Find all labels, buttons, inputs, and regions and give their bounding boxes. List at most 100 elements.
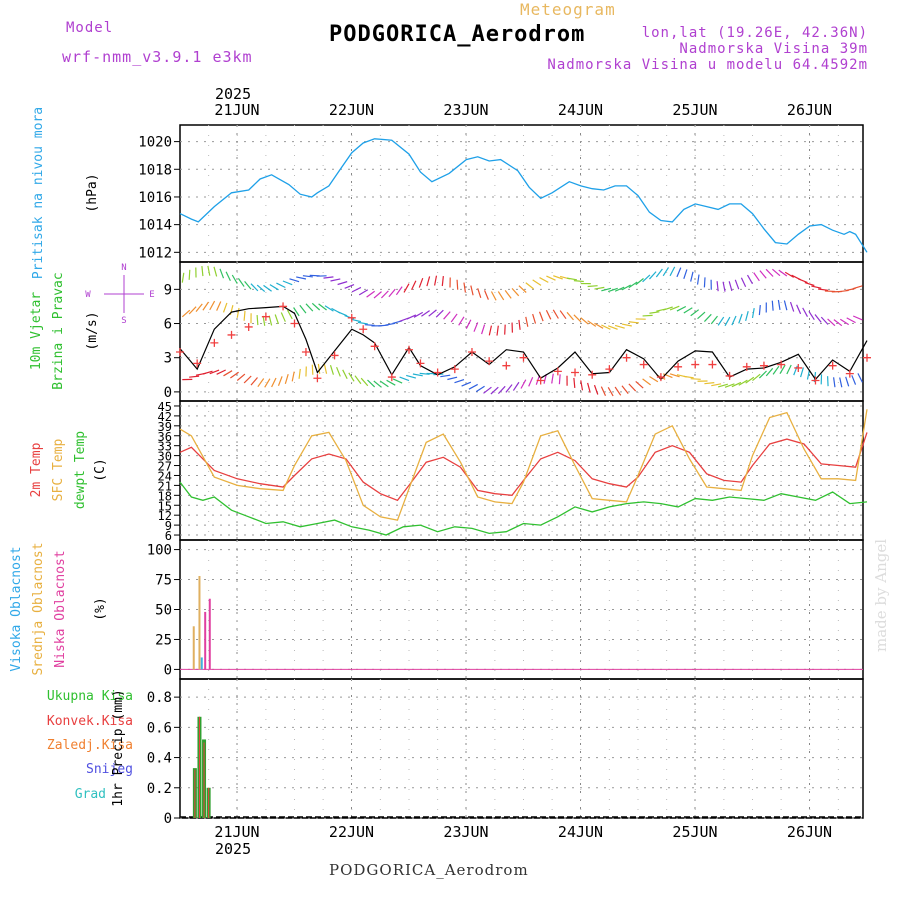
wind-arrow — [839, 318, 850, 326]
wind-arrow — [628, 383, 637, 392]
wind-arrow — [311, 302, 321, 311]
wind-arrow — [202, 370, 213, 375]
wind-arrow — [484, 290, 489, 300]
wind-arrow — [649, 376, 659, 383]
wind-arrow — [820, 316, 829, 325]
wind-arrow — [468, 383, 478, 390]
wind-gust-marker — [536, 376, 545, 385]
y-tick-label: 1014 — [138, 218, 172, 234]
wind-gust-marker — [622, 353, 631, 362]
wind-gust-marker — [571, 368, 580, 377]
wind-arrow — [601, 287, 612, 292]
wind-gust-marker — [176, 348, 184, 357]
wind-arrow — [758, 305, 761, 316]
temp-line-dewpt-temp — [179, 481, 868, 536]
wind-arrow — [827, 318, 836, 327]
wind-arrow — [683, 307, 693, 314]
legend-convective-rain: Konvek.Kisa — [47, 714, 133, 729]
wind-gust-marker — [588, 370, 597, 379]
wind-arrow — [724, 316, 731, 327]
wind-arrow — [635, 380, 644, 389]
wind-arrow — [545, 310, 552, 320]
temp-ylabel-sfc: SFC Temp — [51, 439, 66, 502]
wind-arrow — [551, 373, 554, 384]
wind-arrow — [505, 384, 513, 393]
wind-arrow — [811, 285, 822, 289]
wind-arrow — [833, 319, 843, 327]
wind-arrow — [703, 313, 712, 322]
wind-arrow — [386, 379, 396, 386]
wind-arrow — [490, 291, 497, 301]
wind-arrow — [483, 386, 492, 394]
day-label-bottom: 24JUN — [558, 823, 603, 841]
wind-arrow — [250, 283, 259, 292]
wind-arrow — [465, 319, 472, 329]
wind-arrow — [845, 376, 850, 387]
wind-arrow — [323, 276, 334, 279]
wind-ylabel-2: Brzina i Pravac — [51, 272, 66, 389]
wind-arrow — [317, 363, 321, 374]
y-tick-label: 24 — [158, 469, 172, 483]
wind-arrow — [280, 312, 286, 322]
wind-arrow — [461, 381, 472, 387]
wind-arrow — [808, 310, 815, 321]
y-tick-label: 0.2 — [147, 781, 172, 797]
wind-gust-marker — [777, 360, 786, 369]
wind-arrow — [649, 311, 660, 314]
wind-arrow — [532, 279, 542, 286]
compass-n: N — [121, 263, 126, 273]
wind-arrow — [323, 363, 328, 374]
wind-arrow — [628, 321, 639, 324]
wind-panel-frame — [179, 261, 864, 402]
wind-arrow — [717, 383, 728, 388]
wind-arrow — [330, 278, 341, 282]
y-tick-label: 12 — [158, 509, 172, 523]
wind-gust-marker — [313, 374, 322, 383]
wind-arrow — [434, 275, 438, 286]
wind-arrow — [276, 282, 286, 289]
wind-arrow — [784, 271, 795, 278]
wind-arrow — [399, 376, 410, 382]
wind-arrow — [802, 307, 808, 317]
y-tick-label: 3 — [164, 351, 172, 367]
wind-arrow — [262, 315, 266, 326]
wind-arrow — [302, 275, 313, 278]
wind-arrow — [601, 324, 611, 330]
wind-arrow — [532, 313, 537, 324]
wind-arrow — [418, 278, 424, 288]
wind-arrow — [628, 281, 638, 289]
y-tick-label: 30 — [158, 450, 172, 464]
wind-arrow — [518, 285, 527, 293]
wind-arrow — [289, 278, 300, 283]
wind-gust-marker — [656, 373, 665, 382]
day-label-bottom: 23JUN — [443, 823, 488, 841]
wind-arrow — [282, 280, 293, 286]
y-tick-label: 1018 — [138, 162, 172, 178]
wind-arrow — [746, 274, 754, 285]
y-tick-label: 50 — [155, 603, 172, 619]
y-tick-label: 0 — [164, 811, 172, 827]
wind-arrow — [710, 315, 718, 325]
wind-arrow — [717, 316, 725, 326]
day-label-top: 25JUN — [672, 101, 717, 119]
wind-arrow — [256, 284, 266, 293]
wind-arrow — [690, 309, 700, 317]
wind-arrow — [243, 310, 246, 321]
wind-arrow — [779, 364, 786, 374]
wind-arrow — [337, 311, 348, 317]
wind-arrow — [724, 383, 735, 388]
wind-arrow — [373, 291, 382, 299]
wind-gust-marker — [467, 348, 476, 357]
wind-arrow — [765, 367, 774, 377]
footer-station: PODGORICA_Aerodrom — [329, 861, 529, 879]
wind-arrow — [458, 316, 465, 326]
wind-arrow — [846, 317, 856, 324]
day-label-top: 22JUN — [329, 101, 374, 119]
wind-arrow — [683, 269, 688, 280]
wind-gust-marker — [433, 368, 442, 377]
wind-arrow — [392, 378, 403, 384]
wind-arrow — [669, 373, 680, 378]
wind-arrow — [728, 281, 733, 292]
y-tick-label: 0 — [164, 662, 172, 678]
